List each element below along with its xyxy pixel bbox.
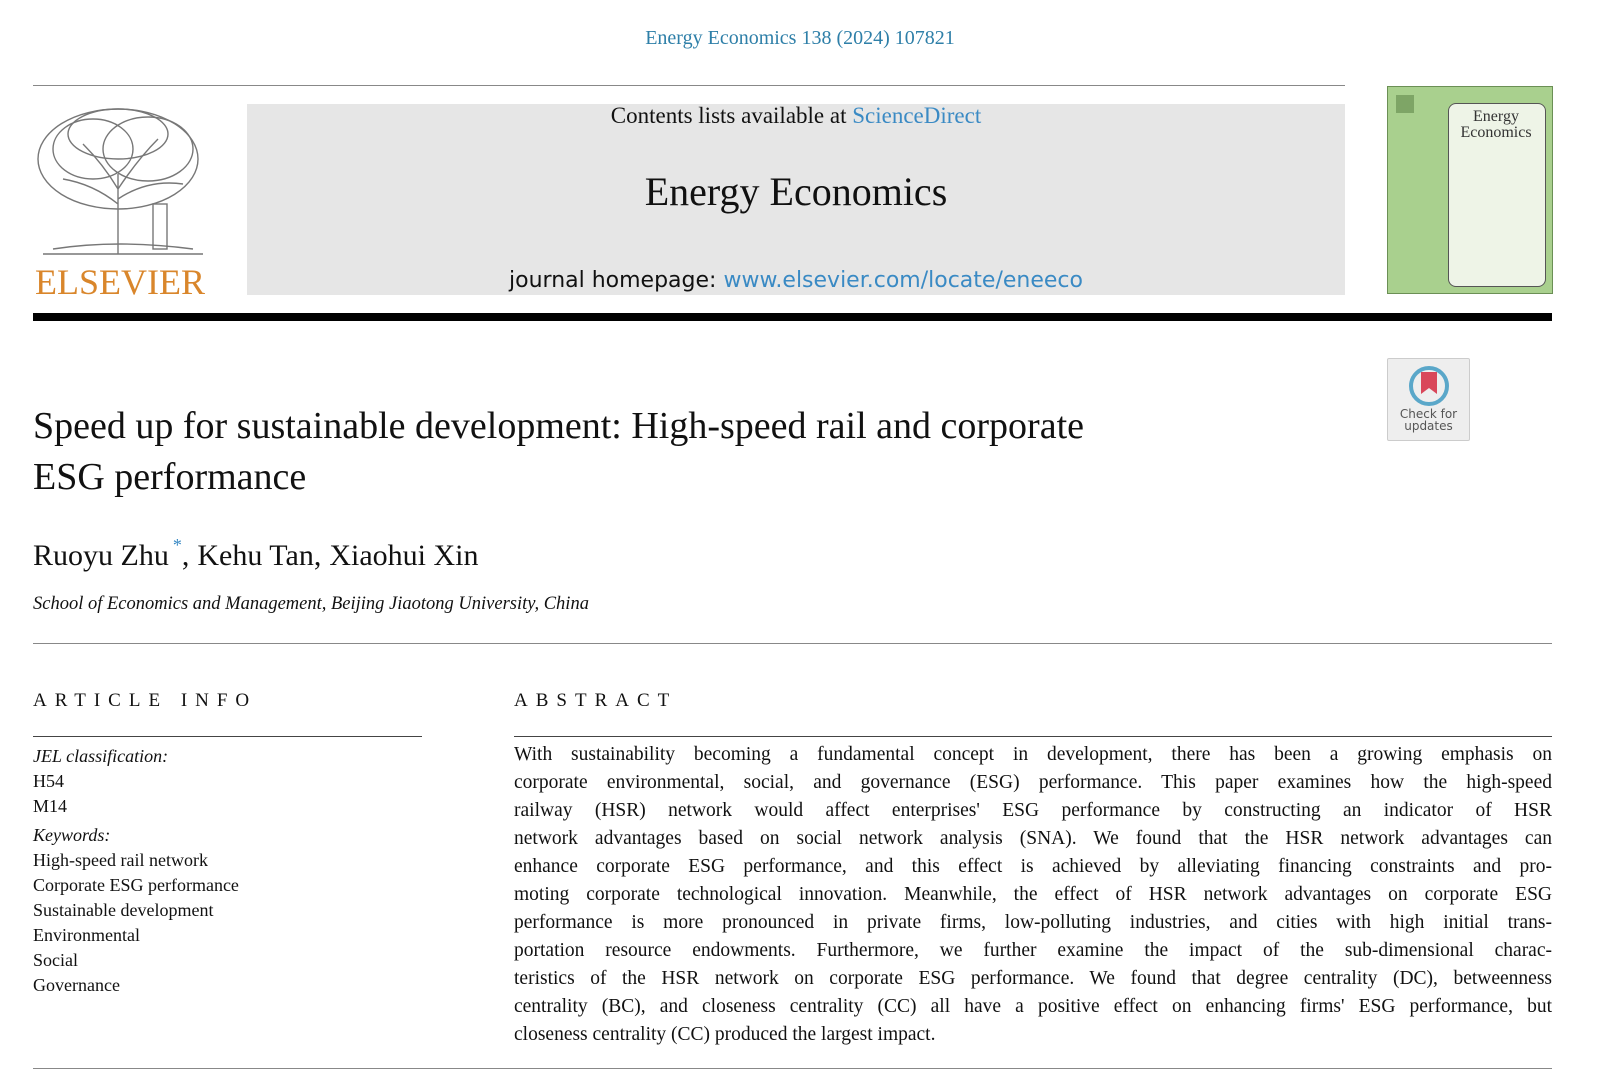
abstract-line: moting corporate technological innovatio… <box>514 884 1552 905</box>
abstract-heading: ABSTRACT <box>514 690 678 711</box>
authors: Ruoyu Zhu *, Kehu Tan, Xiaohui Xin <box>33 535 478 573</box>
abstract-line: With sustainability becoming a fundament… <box>514 744 1552 765</box>
abstract-line: performance is more pronounced in privat… <box>514 912 1552 933</box>
info-rule <box>33 736 422 737</box>
contents-line: Contents lists available at ScienceDirec… <box>247 103 1345 129</box>
jel-code: M14 <box>33 796 68 816</box>
abstract-line: centrality (BC), and closeness centralit… <box>514 996 1552 1017</box>
jel-code: H54 <box>33 771 64 791</box>
abstract-line: network advantages based on social netwo… <box>514 828 1552 849</box>
abstract-line: railway (HSR) network would affect enter… <box>514 800 1552 821</box>
citation[interactable]: Energy Economics 138 (2024) 107821 <box>645 27 955 49</box>
cover-title: Energy Economics <box>1460 108 1532 141</box>
keyword: Corporate ESG performance <box>33 875 239 895</box>
bottom-rule <box>33 1068 1552 1069</box>
author-separator: , <box>181 539 190 572</box>
contents-prefix: Contents lists available at <box>610 103 847 128</box>
top-rule <box>33 85 1345 86</box>
abstract-line: closeness centrality (CC) produced the l… <box>514 1024 936 1045</box>
publisher-logo: ELSEVIER <box>35 108 205 302</box>
keyword: Governance <box>33 975 120 995</box>
journal-cover[interactable]: Energy Economics <box>1387 86 1553 294</box>
journal-name: Energy Economics <box>644 169 948 214</box>
keyword: Environmental <box>33 925 140 945</box>
cover-logo <box>1396 95 1414 113</box>
affiliation: School of Economics and Management, Beij… <box>33 594 589 614</box>
keyword: Sustainable development <box>33 900 214 920</box>
homepage-prefix: journal homepage: <box>509 268 717 293</box>
title-line: Speed up for sustainable development: Hi… <box>33 405 1084 447</box>
keyword: High-speed rail network <box>33 850 208 870</box>
update-badge[interactable]: Check for updates <box>1387 358 1470 441</box>
publisher-name: ELSEVIER <box>35 262 205 302</box>
article-info-heading: ARTICLE INFO <box>33 690 258 711</box>
homepage-link[interactable]: www.elsevier.com/locate/eneeco <box>723 268 1083 293</box>
update-icon <box>1409 366 1449 406</box>
keywords-heading: Keywords: <box>33 825 111 845</box>
abstract-line: teristics of the HSR network on corporat… <box>514 968 1552 989</box>
author-name[interactable]: Kehu Tan <box>197 539 314 572</box>
author-name[interactable]: Xiaohui Xin <box>329 539 479 572</box>
author-separator: , <box>313 539 322 572</box>
sciencedirect-link[interactable]: ScienceDirect <box>852 103 982 128</box>
title-line: ESG performance <box>33 456 307 498</box>
jel-heading: JEL classification: <box>33 746 169 766</box>
cover-panel <box>1448 103 1546 287</box>
section-rule <box>33 643 1552 644</box>
keyword: Social <box>33 950 78 970</box>
homepage-line: journal homepage: www.elsevier.com/locat… <box>247 268 1345 293</box>
author-note[interactable]: * <box>172 535 182 555</box>
author-name[interactable]: Ruoyu Zhu <box>33 539 169 572</box>
abstract-rule <box>514 736 1552 737</box>
abstract-line: enhance corporate ESG performance, and t… <box>514 856 1552 877</box>
update-label: Check for updates <box>1399 407 1458 433</box>
thick-rule <box>33 313 1552 321</box>
abstract-line: corporate environmental, social, and gov… <box>514 772 1552 793</box>
abstract-line: portation resource endowments. Furthermo… <box>514 940 1552 961</box>
journal-banner <box>247 104 1345 295</box>
